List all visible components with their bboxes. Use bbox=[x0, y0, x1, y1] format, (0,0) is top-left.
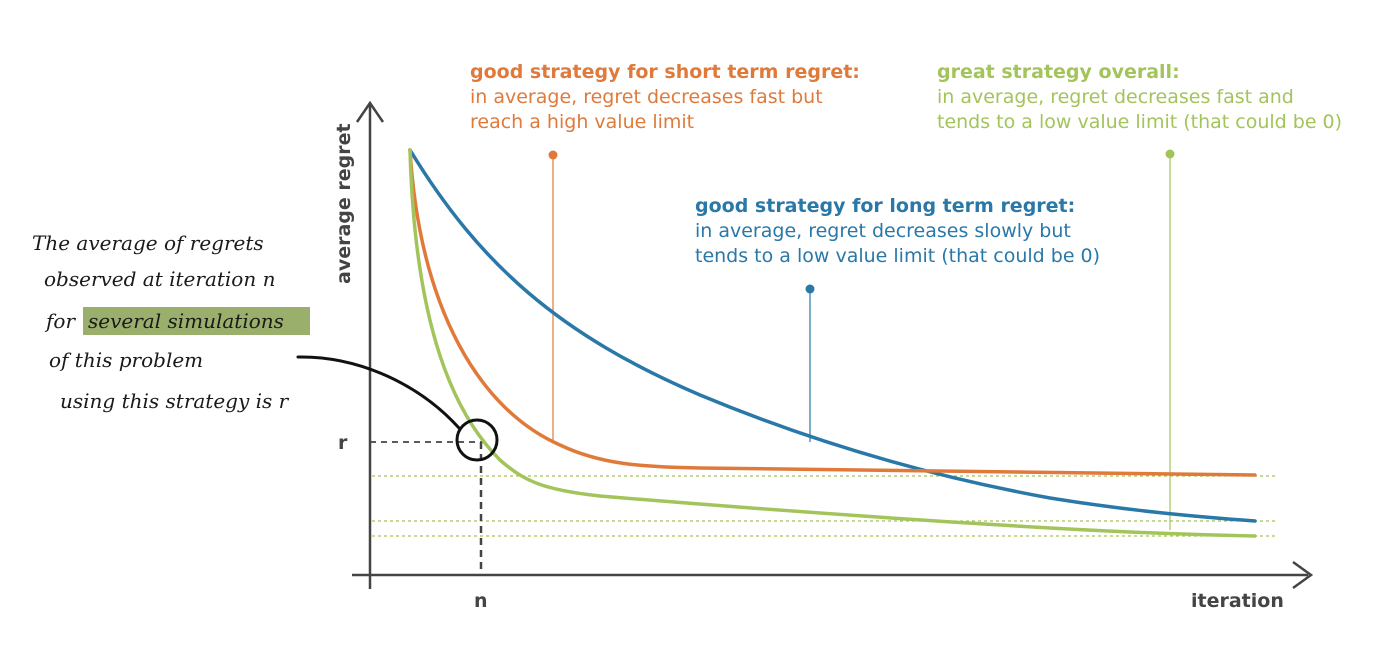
short-term-line1: in average, regret decreases fast but bbox=[470, 86, 823, 108]
x-axis-label: iteration bbox=[1191, 590, 1284, 612]
short-term-line2: reach a high value limit bbox=[470, 111, 694, 133]
several-simulations-highlight bbox=[83, 307, 310, 335]
overall-title: great strategy overall: bbox=[937, 61, 1180, 83]
overall-line1: in average, regret decreases fast and bbox=[937, 86, 1294, 108]
short-term-title: good strategy for short term regret: bbox=[470, 61, 860, 83]
green-curve-overall bbox=[408, 148, 1257, 538]
blue-curve-long-term bbox=[408, 148, 1257, 523]
overall-line2: tends to a low value limit (that could b… bbox=[937, 111, 1342, 133]
n-label: n bbox=[474, 590, 488, 612]
overall-pointer-dot bbox=[1165, 149, 1175, 159]
handwritten-connector bbox=[296, 355, 461, 430]
y-axis-arrow bbox=[355, 100, 385, 123]
r-label: r bbox=[338, 432, 348, 454]
handwritten-line3-prefix: for bbox=[44, 309, 76, 333]
long-term-line2: tends to a low value limit (that could b… bbox=[695, 245, 1100, 267]
handwritten-line2: observed at iteration n bbox=[44, 267, 275, 291]
highlight-circle bbox=[455, 418, 499, 462]
orange-curve-short-term bbox=[408, 148, 1257, 477]
y-axis-label: average regret bbox=[333, 123, 355, 284]
handwritten-line4: of this problem bbox=[49, 348, 203, 372]
handwritten-line1: The average of regrets bbox=[32, 231, 264, 255]
long-term-pointer-dot bbox=[805, 284, 815, 294]
x-axis-arrow bbox=[1292, 560, 1314, 590]
long-term-title: good strategy for long term regret: bbox=[695, 195, 1075, 217]
handwritten-line5: using this strategy is r bbox=[60, 389, 290, 413]
short-term-pointer-dot bbox=[548, 150, 558, 160]
handwritten-line3-highlight: several simulations bbox=[88, 309, 284, 333]
long-term-line1: in average, regret decreases slowly but bbox=[695, 220, 1071, 242]
